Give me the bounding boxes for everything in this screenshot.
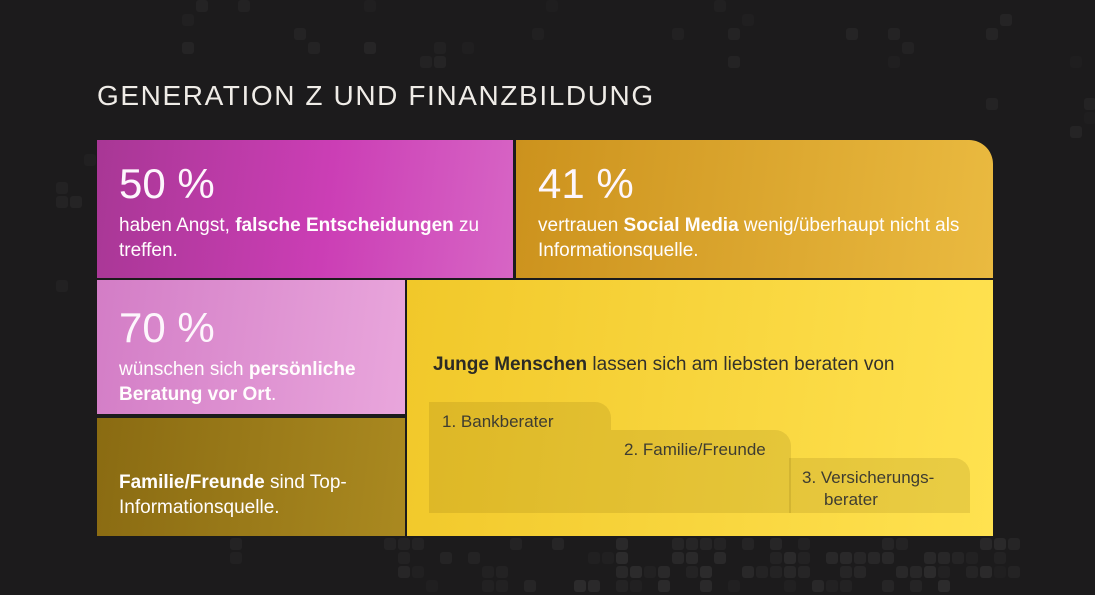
stat-text-fear: haben Angst, falsche Entscheidungen zu t… bbox=[119, 215, 480, 262]
stat-card-family-source: Familie/Freunde sind Top-Informationsque… bbox=[97, 418, 405, 536]
stat-card-fear: 50 % haben Angst, falsche Entscheidungen… bbox=[97, 140, 513, 278]
stat-value-personal-advice: 70 % bbox=[119, 304, 215, 351]
stat-card-social-media: 41 % vertrauen Social Media wenig/überha… bbox=[516, 140, 993, 278]
ranking-step-3-label-line2: berater bbox=[824, 489, 878, 509]
stat-value-social-media: 41 % bbox=[538, 160, 634, 207]
ranking-headline: Junge Menschen lassen sich am liebsten b… bbox=[433, 354, 895, 375]
ranking-step-1-label: 1. Bankberater bbox=[442, 412, 554, 431]
ranking-step-3: 3. Versicherungs- berater bbox=[789, 458, 970, 513]
ranking-step-2: 2. Familie/Freunde bbox=[611, 430, 791, 513]
stat-card-personal-advice: 70 % wünschen sich persönliche Beratung … bbox=[97, 280, 405, 414]
stat-text-family-source: Familie/Freunde sind Top-Informationsque… bbox=[119, 471, 347, 518]
ranking-step-3-label: 3. Versicherungs- bbox=[802, 468, 935, 487]
page-title: GENERATION Z UND FINANZBILDUNG bbox=[97, 80, 655, 111]
ranking-step-1: 1. Bankberater bbox=[429, 402, 611, 513]
ranking-panel: Junge Menschen lassen sich am liebsten b… bbox=[407, 280, 993, 536]
ranking-step-2-label: 2. Familie/Freunde bbox=[624, 440, 766, 459]
stat-text-social-media: vertrauen Social Media wenig/überhaupt n… bbox=[538, 215, 960, 262]
stat-value-fear: 50 % bbox=[119, 160, 215, 207]
stat-text-personal-advice: wünschen sich persönliche Beratung vor O… bbox=[119, 359, 356, 406]
